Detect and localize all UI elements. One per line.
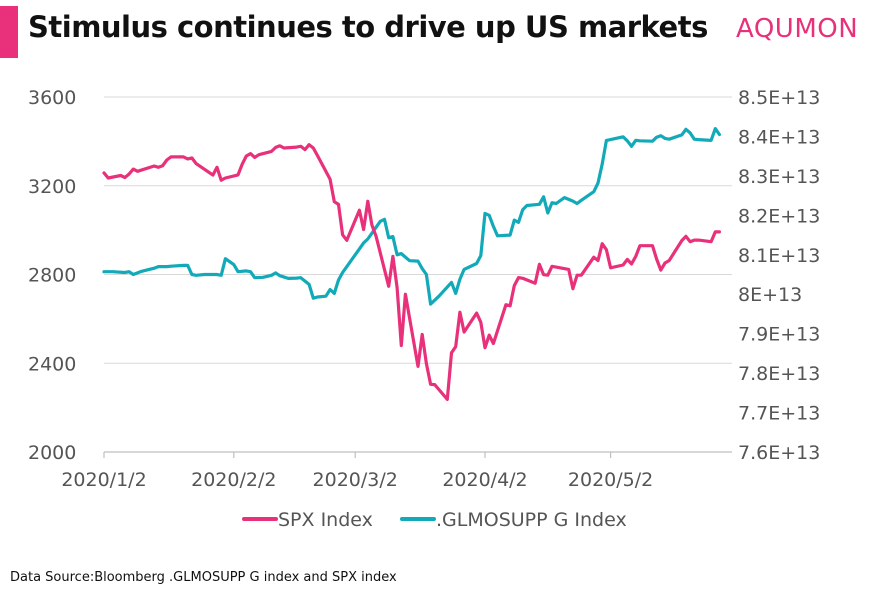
series-line-spx <box>102 143 721 401</box>
page-title: Stimulus continues to drive up US market… <box>28 10 708 44</box>
data-source-note: Data Source:Bloomberg .GLMOSUPP G index … <box>10 570 397 585</box>
chart-legend: SPX Index .GLMOSUPP G Index <box>242 509 627 531</box>
x-tick-label: 2020/1/2 <box>61 469 146 491</box>
right-tick-label: 8.3E+13 <box>738 166 820 188</box>
left-tick-label: 2800 <box>28 265 76 287</box>
x-tick-label: 2020/2/2 <box>191 469 276 491</box>
left-tick-label: 2400 <box>28 353 76 375</box>
left-tick-label: 2000 <box>28 442 76 464</box>
title-accent-bar <box>0 6 18 58</box>
x-tick-label: 2020/4/2 <box>442 469 527 491</box>
right-axis-ticks: 7.6E+13 7.7E+13 7.8E+13 7.9E+13 8E+13 8.1E+13… <box>738 87 820 464</box>
left-tick-label: 3200 <box>28 176 76 198</box>
legend-item-spx-label: SPX Index <box>278 509 373 531</box>
x-tick-label: 2020/5/2 <box>568 469 653 491</box>
line-chart: 2000 2400 2800 3200 3600 7.6E+13 7.7E+13 7.8E+… <box>28 87 820 531</box>
right-tick-label: 7.6E+13 <box>738 442 820 464</box>
right-tick-label: 7.8E+13 <box>738 363 820 385</box>
left-axis-ticks: 2000 2400 2800 3200 3600 <box>28 87 76 464</box>
right-tick-label: 8.4E+13 <box>738 126 820 148</box>
right-tick-label: 7.7E+13 <box>738 403 820 425</box>
left-tick-label: 3600 <box>28 87 76 109</box>
series-line-glmosupp <box>102 127 721 306</box>
x-tick-label: 2020/3/2 <box>313 469 398 491</box>
right-tick-label: 8.1E+13 <box>738 245 820 267</box>
series-lines <box>102 127 721 401</box>
right-tick-label: 8E+13 <box>738 284 802 306</box>
right-tick-label: 8.5E+13 <box>738 87 820 109</box>
legend-item-glmosupp-label: .GLMOSUPP G Index <box>436 509 627 531</box>
right-tick-label: 8.2E+13 <box>738 205 820 227</box>
x-axis-ticks: 2020/1/2 2020/2/2 2020/3/2 2020/4/2 2020/5/2 <box>61 452 653 491</box>
brand-logo: AQUMON <box>736 14 859 44</box>
right-tick-label: 7.9E+13 <box>738 324 820 346</box>
